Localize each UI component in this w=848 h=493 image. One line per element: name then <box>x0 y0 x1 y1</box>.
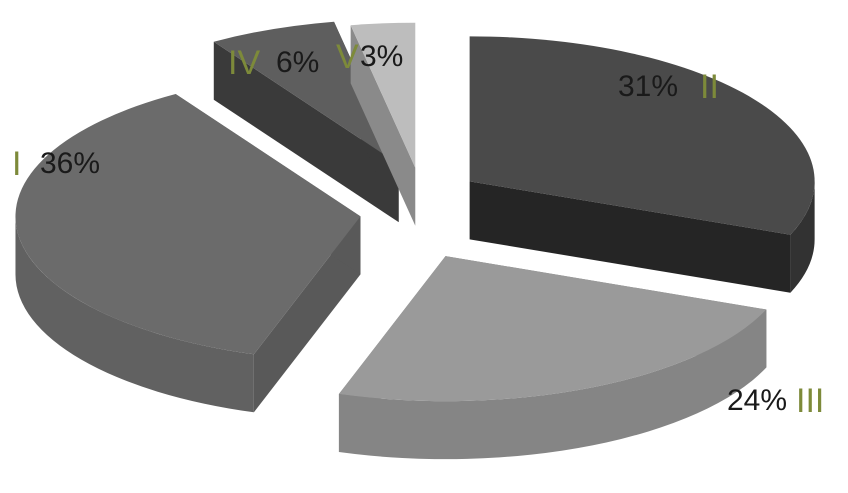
slice-label-iv: IV 6% <box>228 44 319 82</box>
slice-i-top <box>15 93 361 355</box>
pie-slices <box>15 21 815 460</box>
slice-v-wall-start <box>350 25 416 226</box>
slice-percent-v: 3% <box>360 40 403 73</box>
slice-ii <box>469 36 815 293</box>
slice-numeral-iv: IV <box>228 44 260 82</box>
slice-percent-iv: 6% <box>276 46 319 79</box>
slice-label-v: V 3% <box>336 38 403 76</box>
slice-iv-top <box>213 21 399 165</box>
slice-v-top <box>350 22 416 168</box>
slice-numeral-v: V <box>336 38 359 76</box>
slice-iv <box>213 21 399 223</box>
slice-percent-iii: 24% <box>727 384 787 417</box>
slice-iii-rim <box>338 309 767 460</box>
slice-numeral-ii: II <box>700 68 719 106</box>
slice-iii <box>338 256 767 460</box>
slice-label-ii: 31% II <box>618 68 719 106</box>
slice-label-iii: 24% III <box>727 382 824 420</box>
slice-ii-top <box>469 36 815 235</box>
slice-percent-ii: 31% <box>618 70 678 103</box>
slice-percent-i: 36% <box>40 147 100 180</box>
slice-label-i: I 36% <box>12 145 100 183</box>
slice-iv-wall-start <box>213 41 399 223</box>
slice-numeral-i: I <box>12 145 21 183</box>
slice-v <box>350 22 416 226</box>
slice-numeral-iii: III <box>796 382 824 420</box>
slice-i <box>15 93 361 413</box>
slice-i-wall-start <box>253 216 361 413</box>
slice-iii-top <box>338 256 767 402</box>
slice-ii-wall-end <box>469 181 791 293</box>
slice-ii-rim <box>790 181 815 293</box>
slice-i-rim <box>15 216 254 413</box>
